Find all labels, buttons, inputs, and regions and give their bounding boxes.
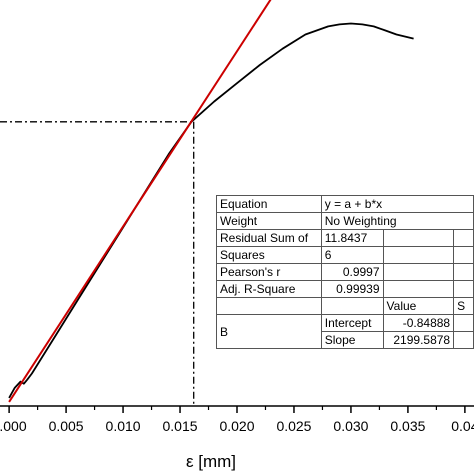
slope-value: 2199.5878 [382,331,455,349]
x-axis-label: ε [mm] [186,452,236,471]
weight-value: No Weighting [320,212,474,230]
rss-value: 11.8437 [320,229,384,247]
fit-results-table: Equation y = a + b*x Weight No Weighting… [216,195,474,349]
table-row: Equation y = a + b*x [216,195,474,213]
table-row: Slope 2199.5878 [217,331,474,349]
intercept-value: -0.84888 [382,314,455,332]
x-tick-label: 0.010 [106,418,141,434]
table-row: Residual Sum of 11.8437 [216,229,474,247]
param-label: B [216,314,322,349]
x-tick-label: 0.005 [49,418,84,434]
rss-label-cont: Squares [216,246,322,264]
slope-label: Slope [320,331,384,349]
equation-label: Equation [216,195,322,213]
x-tick-label: 0.000 [0,418,27,434]
table-row: Adj. R-Square 0.99939 [216,280,474,298]
plot-area [0,0,414,406]
linear-fit-line [8,0,272,403]
x-tick-label: 0.04 [451,418,474,434]
x-tick-label: 0.015 [163,418,198,434]
table-row: Squares 6 [216,246,474,264]
table-row: Weight No Weighting [216,212,474,230]
data-curve [8,22,414,399]
pearson-value: 0.9997 [320,263,384,281]
stderr-header: S [453,297,474,315]
table-row: Value S [216,297,474,315]
x-tick-label: 0.020 [219,418,254,434]
intercept-label: Intercept [320,314,384,332]
pearson-label: Pearson's r [216,263,322,281]
table-row: Pearson's r 0.9997 [216,263,474,281]
x-tick-label: 0.035 [390,418,425,434]
weight-label: Weight [216,212,322,230]
x-tick-label: 0.025 [276,418,311,434]
x-tick-label: 0.030 [333,418,368,434]
rss-label: Residual Sum of [216,229,322,247]
equation-value: y = a + b*x [320,195,474,213]
adj-r-square-label: Adj. R-Square [216,280,322,298]
table-row: B Intercept -0.84888 [216,314,474,349]
value-header: Value [382,297,455,315]
rss-value-cont: 6 [320,246,384,264]
adj-r-square-value: 0.99939 [320,280,384,298]
x-axis-ticks: 0.000 0.005 0.010 0.015 0.020 0.025 0.030 0.035… [0,406,474,434]
